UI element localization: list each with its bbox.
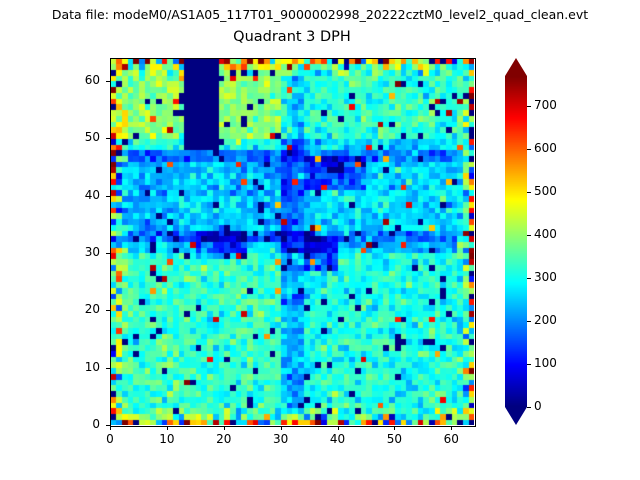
colorbar-tick-label: 500 [534,184,557,199]
colorbar-gradient [505,76,527,407]
y-tick [106,425,110,426]
colorbar[interactable]: 0 100 200 300 400 500 600 700 [505,58,557,425]
colorbar-tick-label: 100 [534,356,557,370]
x-tick-label: 50 [386,432,403,446]
x-tick [166,426,168,430]
y-tick [106,310,110,312]
colorbar-tick [527,321,531,323]
x-tick-label: 20 [216,432,232,446]
data-file-caption: Data file: modeM0/AS1A05_117T01_90000029… [51,7,589,22]
y-tick [106,367,110,369]
colorbar-tick [527,106,531,108]
y-tick [106,252,110,254]
colorbar-tick-label: 400 [534,227,557,242]
x-tick [337,426,339,430]
y-tick [106,138,110,140]
colorbar-tick [527,407,531,408]
x-tick [394,426,396,430]
colorbar-tick-label: 600 [534,141,557,156]
plot-title: Quadrant 3 DPH [233,29,351,45]
colorbar-tick-label: 700 [534,98,557,113]
y-tick-label: 60 [84,72,100,87]
colorbar-under-arrow [505,407,527,425]
y-tick-label: 50 [84,130,100,145]
colorbar-tick [527,278,531,280]
x-tick [280,426,282,430]
y-tick [106,80,110,82]
y-tick-label: 40 [84,187,100,202]
colorbar-tick-label: 200 [534,313,557,328]
colorbar-over-arrow [505,58,527,76]
detector-pixel-heatmap [110,58,474,425]
colorbar-tick [527,364,531,365]
x-tick [110,426,111,430]
x-tick-label: 0 [106,432,114,446]
y-tick-label: 30 [84,244,100,259]
x-tick [223,426,225,430]
y-tick-label: 20 [84,302,100,317]
colorbar-tick [527,192,531,194]
y-tick [106,195,110,197]
x-tick [451,426,453,430]
colorbar-tick-label: 0 [534,399,542,413]
x-tick-label: 10 [159,432,175,446]
y-tick-label: 10 [84,359,100,374]
colorbar-tick [527,149,531,151]
x-tick-label: 60 [443,432,459,446]
colorbar-tick [527,235,531,237]
y-tick-label: 0 [92,417,100,431]
x-tick-label: 30 [272,432,289,446]
x-tick-label: 40 [329,432,346,446]
colorbar-tick-label: 300 [534,270,557,285]
heatmap-axes[interactable] [110,58,474,425]
